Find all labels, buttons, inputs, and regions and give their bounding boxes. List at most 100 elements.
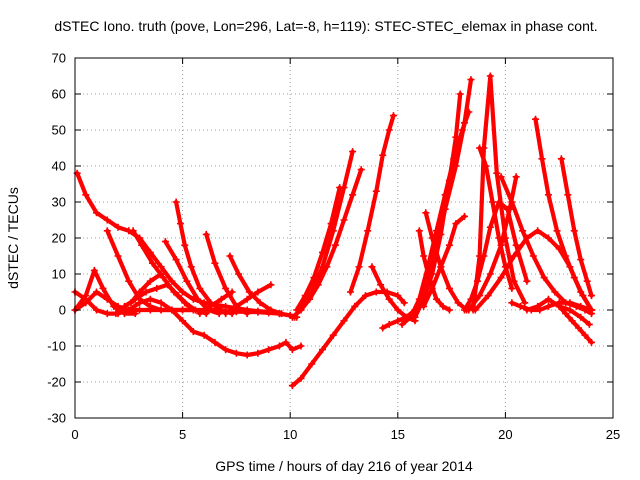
x-tick-label: 15 bbox=[391, 427, 405, 442]
data-point bbox=[161, 238, 169, 246]
data-point bbox=[82, 299, 90, 307]
data-point bbox=[82, 191, 90, 199]
data-point bbox=[243, 295, 251, 303]
data-point bbox=[428, 234, 436, 242]
data-point bbox=[183, 277, 191, 285]
y-tick-label: 40 bbox=[52, 159, 66, 174]
data-point bbox=[398, 320, 406, 328]
data-point bbox=[232, 349, 240, 357]
series-line bbox=[471, 73, 527, 313]
data-point bbox=[112, 310, 120, 318]
data-point bbox=[516, 302, 524, 310]
data-point bbox=[351, 302, 359, 310]
series-line bbox=[174, 199, 235, 316]
data-point bbox=[93, 306, 101, 314]
data-point bbox=[142, 288, 150, 296]
data-point bbox=[120, 302, 128, 310]
data-point bbox=[181, 299, 189, 307]
chart-title: dSTEC Iono. truth (pove, Lon=296, Lat=-8… bbox=[54, 18, 597, 34]
data-point bbox=[433, 295, 441, 303]
data-point bbox=[243, 310, 251, 318]
data-point bbox=[340, 216, 348, 224]
series-arc-37 bbox=[523, 295, 593, 328]
data-point bbox=[297, 374, 305, 382]
data-point bbox=[497, 274, 505, 282]
data-point bbox=[323, 263, 331, 271]
x-tick-label: 0 bbox=[71, 427, 78, 442]
data-point bbox=[288, 313, 296, 321]
data-point bbox=[211, 259, 219, 267]
data-point bbox=[202, 230, 210, 238]
data-point bbox=[508, 299, 516, 307]
data-point bbox=[465, 108, 473, 116]
series-arc-7 bbox=[129, 227, 210, 318]
data-point bbox=[196, 310, 204, 318]
y-tick-label: -20 bbox=[47, 375, 66, 390]
data-point bbox=[129, 227, 137, 235]
y-axis-label: dSTEC / TECUs bbox=[5, 187, 21, 289]
data-point bbox=[120, 310, 128, 318]
data-point bbox=[497, 173, 505, 181]
data-point bbox=[420, 302, 428, 310]
data-point bbox=[232, 302, 240, 310]
series-arc-14 bbox=[196, 288, 236, 318]
data-point bbox=[482, 162, 490, 170]
data-point bbox=[136, 306, 144, 314]
data-point bbox=[267, 281, 275, 289]
data-point bbox=[179, 288, 187, 296]
data-point bbox=[146, 302, 154, 310]
data-point bbox=[519, 227, 527, 235]
series-line bbox=[131, 228, 209, 316]
data-point bbox=[553, 227, 561, 235]
data-point bbox=[389, 112, 397, 120]
data-point bbox=[577, 302, 585, 310]
data-point bbox=[368, 263, 376, 271]
data-point bbox=[168, 306, 176, 314]
data-point bbox=[226, 252, 234, 260]
series-line bbox=[559, 156, 594, 298]
data-point bbox=[422, 209, 430, 217]
data-point bbox=[587, 292, 595, 300]
data-point bbox=[301, 292, 309, 300]
data-point bbox=[461, 212, 469, 220]
series-arc-13 bbox=[222, 281, 275, 318]
data-point bbox=[146, 277, 154, 285]
data-point bbox=[172, 198, 180, 206]
data-point bbox=[187, 263, 195, 271]
data-point bbox=[170, 288, 178, 296]
series-arc-16 bbox=[288, 148, 357, 321]
data-point bbox=[235, 270, 243, 278]
series-arc-17 bbox=[297, 166, 365, 314]
series-line bbox=[533, 117, 594, 313]
data-point bbox=[476, 252, 484, 260]
data-point bbox=[581, 331, 589, 339]
data-point bbox=[445, 306, 453, 314]
data-point bbox=[336, 184, 344, 192]
data-point bbox=[176, 220, 184, 228]
data-point bbox=[415, 227, 423, 235]
data-point bbox=[445, 176, 453, 184]
data-point bbox=[215, 310, 223, 318]
x-tick-label: 10 bbox=[283, 427, 297, 442]
data-point bbox=[510, 252, 518, 260]
data-point bbox=[585, 320, 593, 328]
data-point bbox=[532, 115, 540, 123]
data-point bbox=[570, 274, 578, 282]
data-point bbox=[99, 284, 107, 292]
data-point bbox=[486, 223, 494, 231]
data-point bbox=[437, 263, 445, 271]
data-point bbox=[428, 284, 436, 292]
y-tick-label: 70 bbox=[52, 51, 66, 66]
data-point bbox=[153, 284, 161, 292]
data-point bbox=[256, 299, 264, 307]
data-point bbox=[110, 302, 118, 310]
data-point bbox=[168, 277, 176, 285]
data-point bbox=[544, 295, 552, 303]
x-tick-label: 25 bbox=[606, 427, 620, 442]
data-point bbox=[379, 324, 387, 332]
data-point bbox=[93, 288, 101, 296]
data-point bbox=[433, 227, 441, 235]
data-point bbox=[529, 252, 537, 260]
data-point bbox=[456, 90, 464, 98]
data-point bbox=[103, 310, 111, 318]
